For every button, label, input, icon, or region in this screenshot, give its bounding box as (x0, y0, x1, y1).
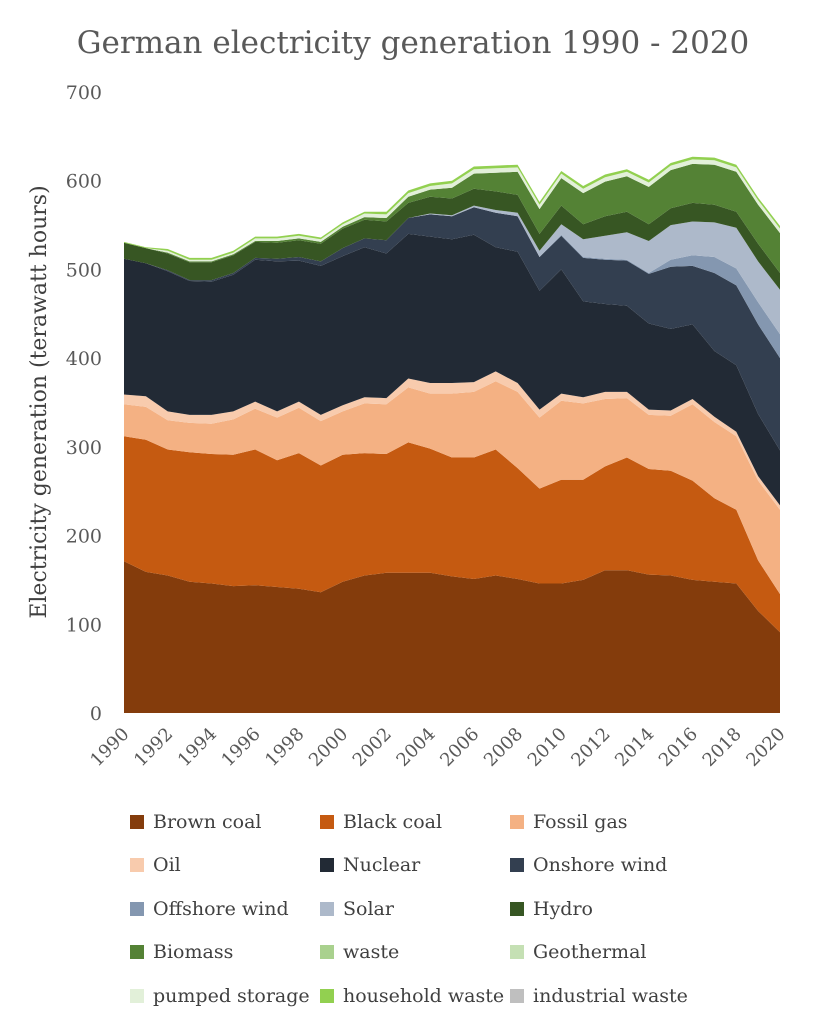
x-tick-label: 2016 (655, 724, 702, 771)
x-tick-label: 1994 (174, 724, 221, 771)
legend-label: Hydro (533, 897, 593, 920)
legend-swatch (510, 814, 524, 829)
legend-item: Brown coal (130, 811, 320, 833)
legend-label: Biomass (153, 941, 234, 964)
legend-swatch (130, 901, 144, 916)
y-tick-label: 200 (66, 526, 102, 548)
chart: German electricity generation 1990 - 202… (27, 25, 790, 771)
legend-item: Offshore wind (130, 898, 320, 920)
area-brown-coal (124, 561, 780, 713)
legend-swatch (320, 858, 334, 873)
legend-label: Geothermal (533, 941, 647, 964)
legend-swatch (130, 988, 144, 1003)
legend-swatch (510, 858, 524, 873)
legend-swatch (320, 814, 334, 829)
legend-row: Brown coal Black coal Fossil gas (130, 800, 820, 844)
x-tick-label: 2002 (349, 724, 396, 771)
area-black-coal (124, 436, 780, 633)
y-tick-label: 700 (66, 82, 102, 104)
legend-item: household waste (320, 985, 510, 1007)
legend-swatch (320, 988, 334, 1003)
legend-label: pumped storage (153, 984, 310, 1007)
y-axis-ticks: 0 100 200 300 400 500 600 700 (66, 82, 102, 725)
legend-label: industrial waste (533, 984, 688, 1007)
x-axis-ticks: 1990199219941996199820002002200420062008… (86, 724, 789, 771)
legend-row: Offshore wind Solar Hydro (130, 887, 820, 931)
legend-swatch (130, 814, 144, 829)
legend-label: Onshore wind (533, 854, 668, 877)
legend-label: Solar (343, 897, 394, 920)
x-tick-label: 2014 (611, 724, 658, 771)
legend-label: Oil (153, 854, 181, 877)
y-tick-label: 300 (66, 437, 102, 459)
x-tick-label: 2010 (524, 724, 571, 771)
area-hydro (124, 188, 780, 290)
legend-row: Oil Nuclear Onshore wind (130, 844, 820, 888)
legend-item: Hydro (510, 898, 700, 920)
chart-title: German electricity generation 1990 - 202… (77, 25, 750, 61)
y-axis-label: Electricity generation (terawatt hours) (27, 185, 52, 618)
legend-label: Nuclear (343, 854, 421, 877)
x-tick-label: 2018 (699, 724, 746, 771)
y-tick-label: 400 (66, 348, 102, 370)
legend-item: Onshore wind (510, 854, 700, 876)
y-tick-label: 500 (66, 259, 102, 281)
legend-label: Offshore wind (153, 897, 289, 920)
legend-swatch (130, 945, 144, 960)
area-layers (124, 156, 780, 713)
legend-item: Oil (130, 854, 320, 876)
legend-row: pumped storage household waste industrial … (130, 974, 820, 1018)
x-tick-label: 2008 (480, 724, 527, 771)
legend-swatch (130, 858, 144, 873)
area-onshore-wind (124, 207, 780, 451)
legend-label: Fossil gas (533, 810, 628, 833)
x-tick-label: 1996 (217, 724, 264, 771)
x-tick-label: 1990 (86, 724, 133, 771)
x-tick-label: 1998 (261, 724, 308, 771)
area-solar (124, 205, 780, 335)
x-tick-label: 2012 (567, 724, 614, 771)
legend-item: Solar (320, 898, 510, 920)
legend-item: Nuclear (320, 854, 510, 876)
x-tick-label: 2000 (305, 724, 352, 771)
x-tick-label: 2006 (436, 724, 483, 771)
legend: Brown coal Black coal Fossil gas Oil Nuclear… (130, 800, 820, 1018)
legend-swatch (320, 945, 334, 960)
legend-swatch (510, 901, 524, 916)
legend-label: Black coal (343, 810, 443, 833)
area-nuclear (124, 233, 780, 506)
legend-swatch (320, 901, 334, 916)
legend-row: Biomass waste Geothermal (130, 931, 820, 975)
x-tick-label: 1992 (130, 724, 177, 771)
legend-item: Black coal (320, 811, 510, 833)
legend-item: Geothermal (510, 941, 700, 963)
area-biomass (124, 163, 780, 273)
legend-item: industrial waste (510, 985, 700, 1007)
area-fossil-gas (124, 381, 780, 595)
legend-label: Brown coal (153, 810, 262, 833)
y-tick-label: 100 (66, 614, 102, 636)
legend-item: Biomass (130, 941, 320, 963)
legend-item: waste (320, 941, 510, 963)
legend-label: household waste (343, 984, 505, 1007)
legend-item: pumped storage (130, 985, 320, 1007)
legend-item: Fossil gas (510, 811, 700, 833)
legend-swatch (510, 988, 524, 1003)
legend-swatch (510, 945, 524, 960)
y-tick-label: 600 (66, 171, 102, 193)
x-tick-label: 2004 (392, 724, 439, 771)
x-tick-label: 2020 (742, 724, 789, 771)
legend-label: waste (343, 941, 400, 964)
y-tick-label: 0 (90, 703, 102, 725)
